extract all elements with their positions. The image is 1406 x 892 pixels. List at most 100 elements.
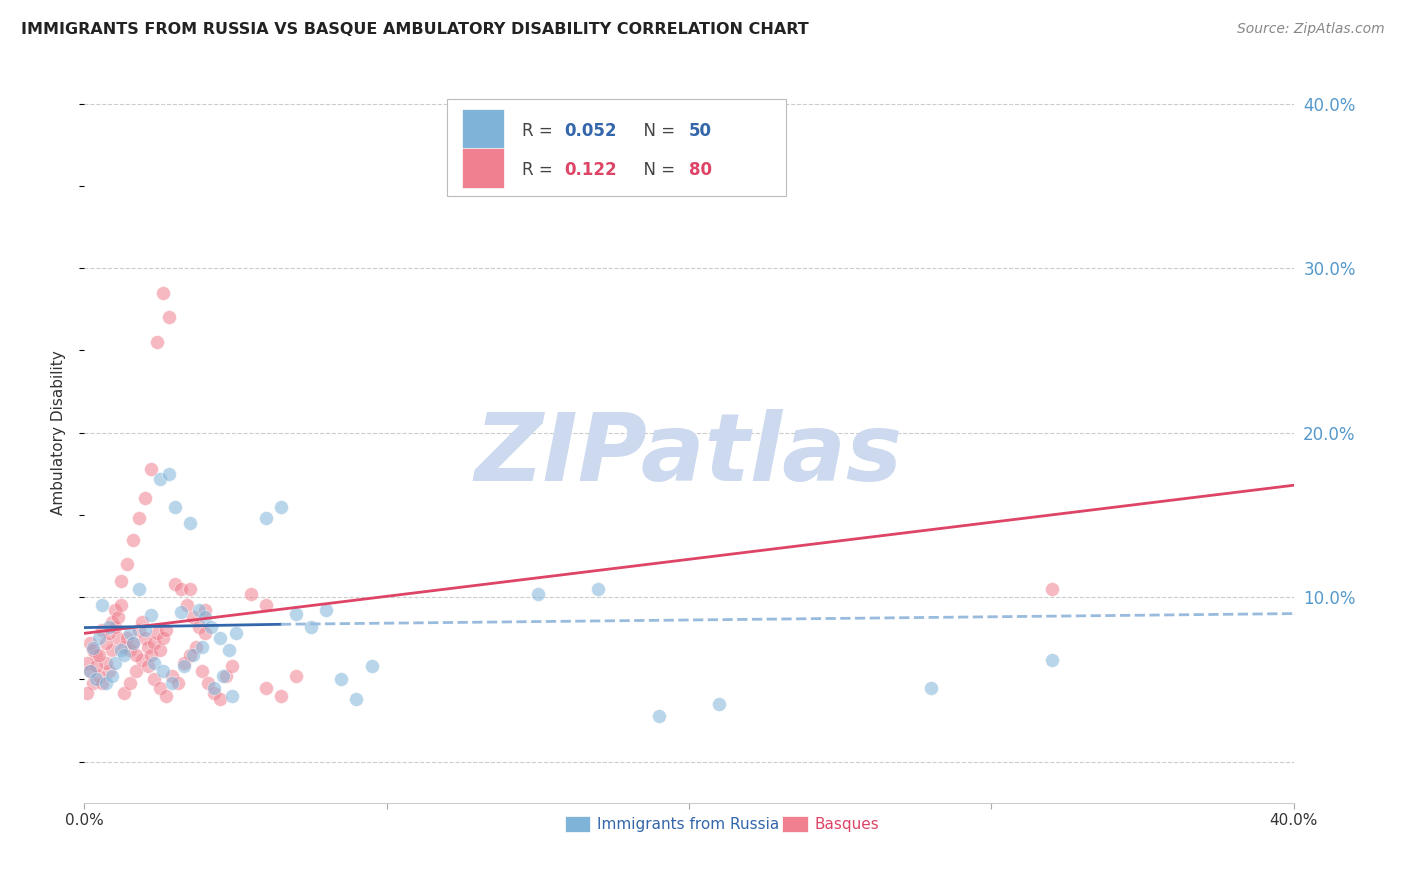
Point (142, 673, 165, 687)
Point (181, 648, 204, 662)
Point (330, 673, 353, 687)
Point (100, 669, 122, 683)
Point (270, 689, 292, 703)
Point (209, 692, 232, 706)
Point (160, 669, 183, 683)
Point (170, 605, 193, 619)
Point (79, 664, 101, 678)
Point (191, 664, 214, 678)
Y-axis label: Ambulatory Disability: Ambulatory Disability (51, 351, 66, 515)
Point (79, 664, 101, 678)
Point (110, 642, 132, 657)
Text: 0.122: 0.122 (564, 161, 617, 178)
Point (146, 335, 169, 350)
Point (89, 632, 111, 646)
Point (160, 675, 183, 690)
Point (76, 656, 98, 670)
Bar (447, 99, 786, 195)
Point (173, 656, 195, 670)
Point (1040, 582, 1063, 596)
Point (112, 648, 135, 662)
Point (186, 640, 208, 654)
Point (104, 620, 127, 634)
Point (315, 603, 337, 617)
Point (110, 574, 132, 588)
Point (136, 659, 159, 673)
Point (76, 685, 98, 699)
Point (176, 599, 198, 613)
Point (91, 675, 114, 690)
Point (91, 623, 114, 637)
Point (146, 626, 169, 640)
Point (94, 636, 117, 650)
Point (112, 640, 135, 654)
Point (112, 685, 135, 699)
Point (115, 632, 138, 646)
Point (709, 697, 731, 711)
Point (285, 607, 308, 621)
Point (202, 685, 225, 699)
Text: N =: N = (633, 161, 675, 178)
Point (149, 681, 172, 695)
Point (86, 648, 108, 662)
Text: 80: 80 (689, 161, 711, 178)
Point (82, 642, 104, 657)
Point (152, 664, 174, 678)
Point (254, 681, 277, 695)
Point (91, 599, 114, 613)
Point (104, 656, 127, 670)
Point (139, 648, 162, 662)
Point (134, 491, 156, 506)
Point (179, 582, 201, 596)
Point (270, 500, 292, 514)
Point (97, 620, 120, 634)
Point (221, 689, 243, 703)
Bar (461, 147, 503, 188)
Point (149, 642, 172, 657)
Point (118, 642, 141, 657)
Point (1040, 653, 1063, 667)
Point (107, 632, 129, 646)
Point (86, 673, 108, 687)
Point (155, 623, 177, 637)
Point (86, 659, 108, 673)
Point (218, 642, 240, 657)
Point (179, 516, 201, 530)
Text: 50: 50 (689, 122, 711, 140)
Point (194, 626, 217, 640)
Point (188, 620, 211, 634)
Point (110, 599, 132, 613)
Point (588, 582, 610, 596)
Point (82, 641, 104, 656)
Text: R =: R = (522, 161, 564, 178)
Bar (461, 109, 503, 150)
Point (157, 467, 180, 481)
Point (173, 659, 195, 673)
Point (165, 577, 187, 591)
Point (194, 603, 217, 617)
Point (920, 681, 942, 695)
Text: Basques: Basques (815, 817, 880, 831)
Point (97, 664, 120, 678)
Point (100, 642, 122, 657)
Point (225, 626, 247, 640)
Point (134, 623, 156, 637)
Point (360, 659, 382, 673)
Point (125, 648, 148, 662)
Point (121, 636, 143, 650)
Point (181, 610, 204, 624)
Text: Immigrants from Russia: Immigrants from Russia (598, 817, 779, 831)
Point (179, 648, 201, 662)
Point (142, 636, 165, 650)
Point (202, 681, 225, 695)
Point (285, 669, 308, 683)
Point (191, 640, 214, 654)
Point (152, 285, 174, 300)
Point (136, 640, 159, 654)
Point (254, 599, 277, 613)
Point (100, 615, 122, 629)
Text: Source: ZipAtlas.com: Source: ZipAtlas.com (1237, 22, 1385, 37)
Point (167, 675, 190, 690)
Point (139, 608, 162, 623)
Point (121, 533, 143, 547)
